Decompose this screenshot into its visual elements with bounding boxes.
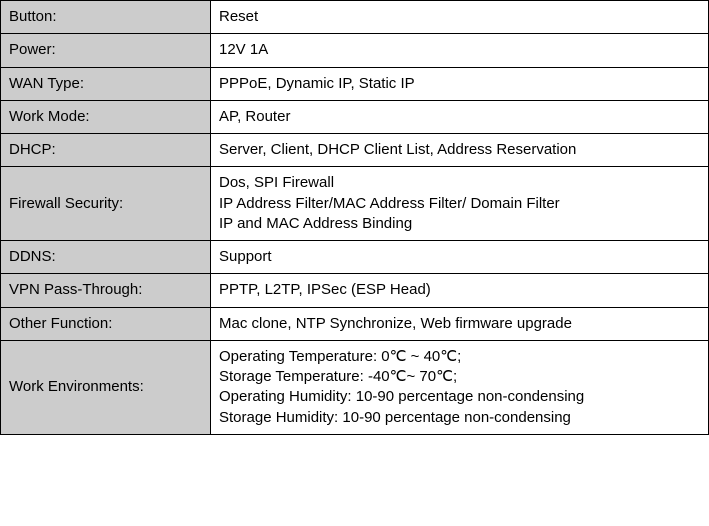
spec-label: DDNS:: [1, 241, 211, 274]
spec-value: 12V 1A: [211, 34, 709, 67]
spec-value: Mac clone, NTP Synchronize, Web firmware…: [211, 307, 709, 340]
spec-label: Power:: [1, 34, 211, 67]
specifications-table: Button: Reset Power: 12V 1A WAN Type: PP…: [0, 0, 709, 435]
table-row: DDNS: Support: [1, 241, 709, 274]
spec-label: Button:: [1, 1, 211, 34]
table-row: DHCP: Server, Client, DHCP Client List, …: [1, 134, 709, 167]
table-row: VPN Pass-Through: PPTP, L2TP, IPSec (ESP…: [1, 274, 709, 307]
spec-label: Work Mode:: [1, 100, 211, 133]
spec-value: Operating Temperature: 0℃ ~ 40℃; Storage…: [211, 340, 709, 434]
spec-label: Firewall Security:: [1, 167, 211, 241]
spec-value: PPTP, L2TP, IPSec (ESP Head): [211, 274, 709, 307]
spec-value: PPPoE, Dynamic IP, Static IP: [211, 67, 709, 100]
table-row: Work Environments: Operating Temperature…: [1, 340, 709, 434]
table-row: WAN Type: PPPoE, Dynamic IP, Static IP: [1, 67, 709, 100]
spec-value: Dos, SPI Firewall IP Address Filter/MAC …: [211, 167, 709, 241]
spec-value: Reset: [211, 1, 709, 34]
spec-label: WAN Type:: [1, 67, 211, 100]
table-row: Other Function: Mac clone, NTP Synchroni…: [1, 307, 709, 340]
spec-value: Support: [211, 241, 709, 274]
spec-label: Work Environments:: [1, 340, 211, 434]
table-row: Button: Reset: [1, 1, 709, 34]
spec-label: DHCP:: [1, 134, 211, 167]
table-row: Power: 12V 1A: [1, 34, 709, 67]
spec-value: Server, Client, DHCP Client List, Addres…: [211, 134, 709, 167]
table-row: Firewall Security: Dos, SPI Firewall IP …: [1, 167, 709, 241]
table-row: Work Mode: AP, Router: [1, 100, 709, 133]
spec-label: Other Function:: [1, 307, 211, 340]
spec-value: AP, Router: [211, 100, 709, 133]
spec-label: VPN Pass-Through:: [1, 274, 211, 307]
